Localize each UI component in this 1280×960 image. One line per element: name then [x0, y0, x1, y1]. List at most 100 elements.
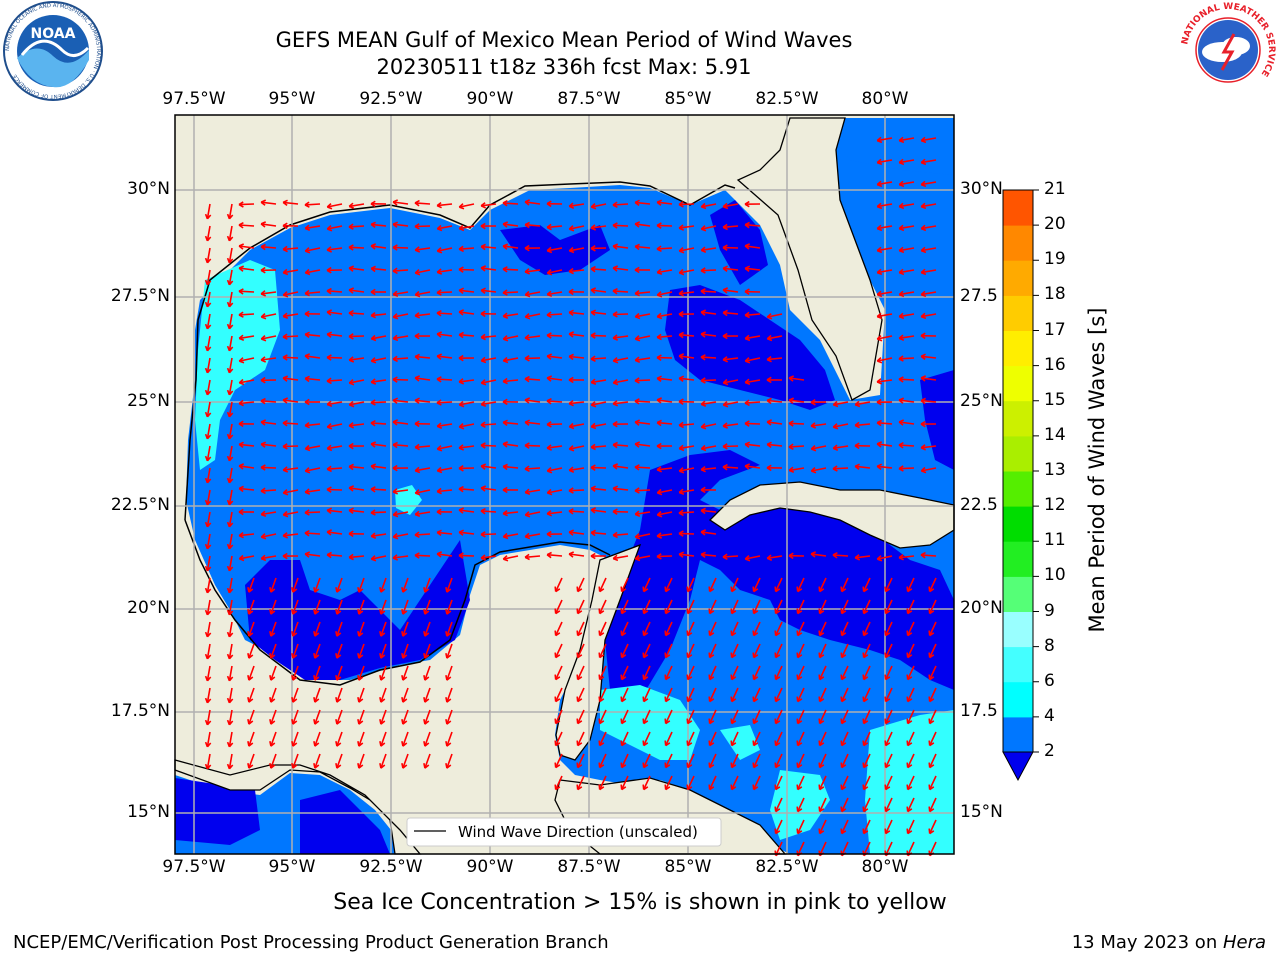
wind-arrow — [899, 181, 915, 186]
wind-arrow-head — [392, 397, 399, 405]
wind-arrow-head — [634, 243, 640, 251]
wind-arrow — [314, 577, 321, 593]
wind-arrow — [679, 553, 695, 557]
wind-arrow — [502, 291, 519, 294]
wind-arrow-head — [247, 741, 254, 747]
wind-arrow — [424, 599, 431, 615]
wind-arrow-head — [568, 551, 575, 558]
wind-arrow-head — [642, 652, 649, 659]
wind-arrow — [481, 357, 497, 362]
wind-arrow — [358, 621, 365, 637]
wind-arrow — [446, 687, 453, 703]
wind-arrow-head — [898, 376, 904, 383]
wind-arrow-head — [546, 467, 553, 474]
wind-arrow-head — [620, 674, 627, 681]
wind-arrow-head — [854, 421, 860, 429]
wind-arrow-head — [774, 828, 781, 835]
lat-label-left: 30°N — [127, 179, 170, 199]
wind-arrow-head — [884, 586, 891, 593]
wind-arrow — [437, 225, 453, 230]
wind-arrow-head — [920, 466, 927, 474]
wind-arrow — [348, 225, 365, 228]
wind-arrow-head — [238, 508, 244, 516]
lon-label-top: 90°W — [466, 89, 514, 109]
wind-arrow — [642, 643, 651, 658]
wind-arrow-head — [370, 419, 376, 427]
wind-arrow-head — [370, 486, 376, 493]
lon-label-top: 80°W — [861, 89, 909, 109]
wind-arrow — [314, 709, 321, 725]
wind-arrow-head — [291, 631, 298, 637]
wind-arrow — [554, 643, 563, 658]
wind-arrow — [415, 445, 431, 449]
wind-arrow — [634, 443, 651, 447]
wind-arrow-head — [436, 508, 442, 516]
wind-arrow-head — [247, 653, 254, 659]
wind-arrow-head — [392, 290, 399, 298]
wind-arrow-head — [752, 784, 759, 791]
wind-arrow — [635, 335, 651, 340]
wind-arrow-head — [876, 555, 883, 562]
wind-arrow-head — [370, 378, 377, 385]
ocean-4-6-honduras — [600, 685, 700, 760]
wind-arrow — [620, 687, 629, 702]
wind-arrow-head — [568, 529, 575, 536]
wind-arrow-head — [906, 784, 913, 791]
wind-arrow-head — [678, 247, 685, 254]
wind-arrow-head — [379, 631, 386, 637]
wind-arrow-head — [840, 828, 847, 835]
wind-arrow — [679, 291, 695, 295]
wind-arrow — [525, 555, 541, 559]
wind-arrow — [414, 225, 431, 228]
wind-arrow-head — [260, 487, 266, 495]
wind-arrow-head — [634, 533, 641, 540]
wind-arrow — [270, 621, 277, 637]
wind-arrow-head — [642, 630, 649, 637]
wind-arrow-head — [304, 529, 310, 537]
wind-arrow — [701, 225, 717, 230]
wind-arrow-head — [700, 486, 706, 494]
wind-arrow-head — [269, 697, 276, 703]
wind-arrow — [459, 289, 475, 293]
wind-arrow-head — [876, 136, 883, 144]
wind-arrow — [876, 379, 893, 383]
wind-arrow-head — [414, 332, 420, 340]
wind-arrow-head — [379, 675, 386, 681]
wind-arrow — [206, 511, 211, 527]
wind-arrow-head — [370, 311, 376, 319]
wind-arrow-head — [335, 675, 342, 681]
wind-arrow — [686, 665, 695, 680]
colorbar-segment — [1003, 471, 1033, 507]
colorbar-segment — [1003, 365, 1033, 402]
wind-arrow-head — [590, 224, 597, 231]
wind-arrow — [613, 533, 629, 537]
wind-arrow — [700, 290, 717, 293]
wind-arrow — [282, 335, 299, 338]
wind-arrow — [656, 399, 673, 403]
wind-arrow-head — [920, 136, 927, 144]
wind-arrow — [678, 355, 695, 359]
wind-arrow — [884, 753, 893, 768]
wind-arrow — [437, 467, 453, 472]
wind-arrow-head — [598, 586, 605, 593]
wind-arrow-head — [678, 201, 684, 208]
wind-arrow — [228, 753, 233, 769]
wind-arrow-head — [906, 762, 913, 769]
wind-arrow-head — [612, 531, 618, 539]
wind-arrow-head — [260, 510, 267, 518]
wind-arrow-head — [634, 441, 641, 448]
wind-arrow — [569, 311, 585, 315]
wind-arrow-head — [810, 467, 817, 474]
wind-arrow — [547, 269, 563, 274]
wind-arrow — [884, 797, 893, 812]
wind-arrow — [774, 577, 783, 592]
wind-arrow-head — [260, 376, 266, 384]
wind-arrow-head — [247, 763, 254, 769]
wind-arrow — [260, 291, 277, 295]
wind-arrow — [576, 665, 585, 680]
wind-arrow — [358, 599, 365, 615]
wind-arrow-head — [335, 609, 342, 615]
wind-arrow — [678, 225, 695, 229]
wind-arrow-head — [678, 488, 685, 496]
wind-arrow — [292, 687, 299, 703]
